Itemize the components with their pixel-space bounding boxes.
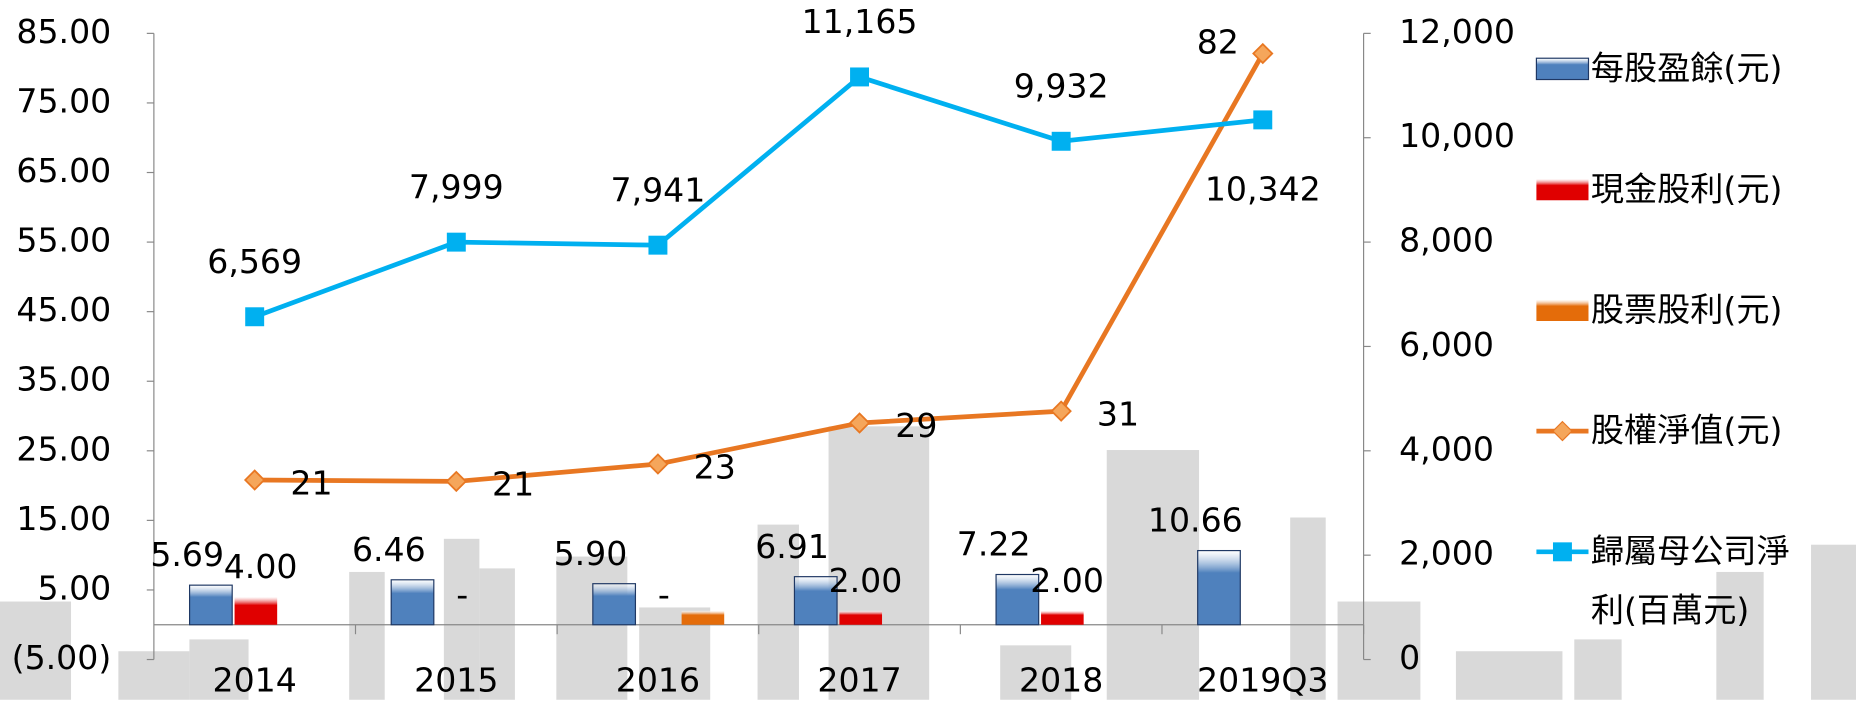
data-label: 4.00	[224, 547, 298, 586]
data-label: 2.00	[1030, 561, 1104, 600]
data-label: 6,569	[207, 242, 302, 281]
data-label: 82	[1197, 23, 1239, 62]
data-label: 23	[694, 447, 736, 486]
point	[1253, 44, 1272, 63]
point	[245, 307, 264, 326]
bar	[839, 611, 882, 625]
legend-label: 歸屬母公司淨利(百萬元)	[1591, 522, 1816, 640]
x-tick-label: 2015	[414, 661, 498, 700]
y-tick-label: 45.00	[16, 290, 111, 329]
y2-tick-label: 10,000	[1399, 116, 1515, 155]
point	[1052, 132, 1071, 151]
data-label: 11,165	[802, 2, 918, 41]
bar	[391, 580, 434, 625]
data-label: 7.22	[957, 525, 1031, 564]
legend-swatch	[1536, 179, 1588, 200]
point	[1052, 402, 1071, 421]
x-tick-label: 2014	[213, 661, 297, 700]
data-label: 10.66	[1148, 501, 1243, 540]
legend-swatch	[1536, 58, 1588, 79]
bar	[593, 584, 636, 625]
y2-tick-label: 2,000	[1399, 534, 1494, 573]
data-label: 10,342	[1205, 169, 1321, 208]
bar	[235, 597, 278, 625]
data-label: -	[658, 575, 670, 614]
y2-tick-label: 8,000	[1399, 221, 1494, 260]
data-label: 7,999	[409, 167, 504, 206]
y-tick-label: 85.00	[16, 12, 111, 51]
legend-item: 每股盈餘(元)	[1591, 39, 1816, 169]
data-label: -	[456, 575, 468, 614]
legend-item: 股權淨值(元)	[1591, 401, 1816, 531]
data-label: 21	[290, 463, 332, 502]
legend-item: 現金股利(元)	[1591, 160, 1816, 290]
legend-item: 股票股利(元)	[1591, 281, 1816, 411]
y-tick-label: 65.00	[16, 151, 111, 190]
legend-swatch	[1536, 300, 1588, 321]
data-label: 5.69	[150, 535, 224, 574]
y-tick-label: (5.00)	[12, 638, 112, 677]
data-label: 6.46	[352, 530, 426, 569]
data-label: 2.00	[829, 561, 903, 600]
point	[447, 472, 466, 491]
y-tick-label: 55.00	[16, 221, 111, 260]
x-tick-label: 2017	[817, 661, 901, 700]
point	[447, 233, 466, 252]
point	[245, 471, 264, 490]
y2-tick-label: 4,000	[1399, 429, 1494, 468]
y-tick-label: 75.00	[16, 81, 111, 120]
bar	[190, 585, 233, 625]
bar	[682, 611, 725, 625]
legend-swatch	[1553, 542, 1572, 561]
data-label: 7,941	[611, 170, 706, 209]
legend-item: 歸屬母公司淨利(百萬元)	[1591, 522, 1816, 652]
data-label: 5.90	[554, 534, 628, 573]
data-label: 31	[1097, 394, 1139, 433]
bar	[1041, 611, 1084, 625]
y2-tick-label: 6,000	[1399, 325, 1494, 364]
chart: (5.00) 5.00 15.00 25.00 35.00 45.00 55.00 65.00…	[0, 0, 1856, 700]
legend-swatch	[1553, 422, 1572, 441]
x-tick-label: 2018	[1019, 661, 1103, 700]
y-tick-label: 15.00	[16, 499, 111, 538]
data-label: 21	[492, 465, 534, 504]
legend-label: 每股盈餘(元)	[1591, 39, 1816, 98]
legend-label: 股票股利(元)	[1591, 281, 1816, 340]
legend-label: 現金股利(元)	[1591, 160, 1816, 219]
y-tick-label: 5.00	[37, 568, 111, 607]
point	[648, 455, 667, 474]
data-label: 29	[895, 406, 937, 445]
line	[255, 77, 1263, 317]
legend-label: 股權淨值(元)	[1591, 401, 1816, 460]
bar	[1198, 551, 1241, 625]
y-tick-label: 35.00	[16, 360, 111, 399]
y-tick-label: 25.00	[16, 429, 111, 468]
point	[1253, 110, 1272, 129]
data-label: 9,932	[1014, 67, 1109, 106]
x-tick-label: 2019Q3	[1197, 661, 1328, 700]
y2-tick-label: 12,000	[1399, 12, 1515, 51]
data-label: 6.91	[755, 527, 829, 566]
y2-tick-label: 0	[1399, 638, 1420, 677]
point	[850, 67, 869, 86]
x-tick-label: 2016	[616, 661, 700, 700]
point	[648, 236, 667, 255]
